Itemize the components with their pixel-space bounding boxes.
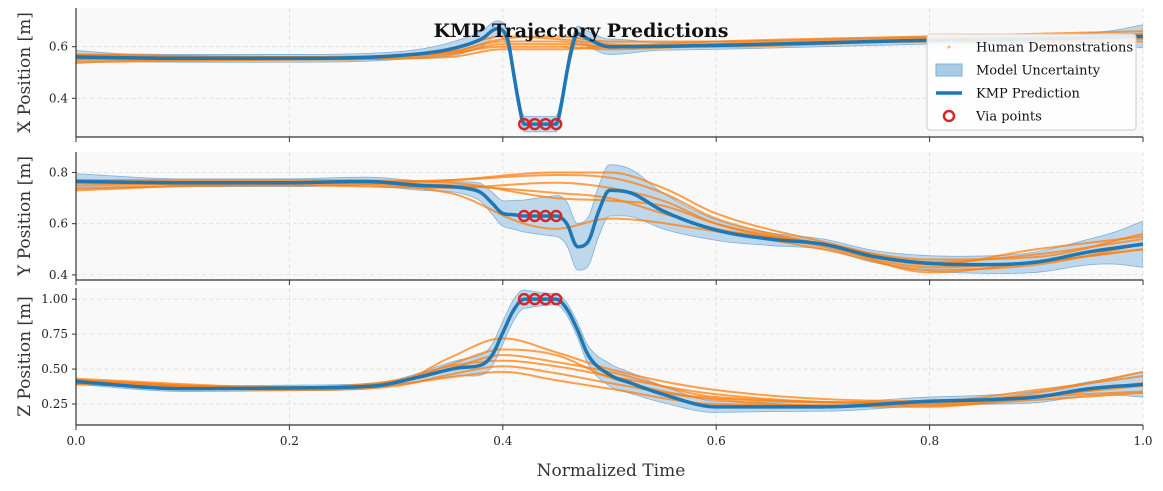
y-tick-label-z: 0.25	[41, 397, 68, 411]
y-tick-label-y: 0.6	[49, 217, 68, 231]
legend-label: Human Demonstrations	[976, 41, 1133, 56]
x-tick-label: 0.0	[66, 434, 85, 448]
y-tick-label-y: 0.8	[49, 165, 68, 179]
via-point-y-3	[549, 209, 563, 223]
y-axis-label-y: Y Position [m]	[15, 156, 35, 277]
demo-line-y-5	[76, 171, 1143, 264]
subplot-z: 0.25 0.50 0.75 1.00 0.0 0.2 0.4 0.6 0.8 1.0 Z Posi…	[15, 288, 1153, 448]
prediction-line-z	[76, 297, 1143, 409]
y-tick-label-x: 0.6	[49, 40, 68, 54]
y-tick-label-z: 0.75	[41, 327, 68, 341]
legend-label: KMP Prediction	[976, 87, 1081, 102]
y-tick-label-y: 0.4	[49, 268, 68, 282]
legend-box	[926, 33, 1137, 131]
demo-line-y-3	[76, 179, 1143, 261]
legend-dot-marker	[947, 45, 951, 49]
x-tick-label: 0.8	[920, 434, 939, 448]
via-point-x-3	[549, 117, 563, 131]
x-tick-label: 0.4	[493, 434, 512, 448]
x-tick-label: 1.0	[1133, 434, 1152, 448]
prediction-line-y	[76, 179, 1143, 267]
y-tick-label-z: 1.00	[41, 292, 68, 306]
x-tick-label: 0.6	[707, 434, 726, 448]
series-group-y	[76, 164, 1143, 274]
legend: Human Demonstrations Model Uncertainty KMP…	[926, 33, 1137, 131]
subplot-y: 0.4 0.6 0.8 Y Position [m]	[15, 152, 1144, 285]
y-axis-label-x: X Position [m]	[15, 12, 35, 133]
y-tick-label-x: 0.4	[49, 91, 68, 105]
y-axis-label-z: Z Position [m]	[15, 296, 35, 417]
via-point-z-3	[549, 292, 563, 306]
x-axis-label: Normalized Time	[537, 461, 686, 481]
legend-patch-marker	[935, 63, 963, 77]
y-tick-label-z: 0.50	[41, 362, 68, 376]
legend-label: Via points	[975, 110, 1042, 125]
chart-title: KMP Trajectory Predictions	[434, 20, 729, 42]
legend-label: Model Uncertainty	[976, 64, 1101, 79]
legend-circle-marker	[942, 109, 956, 123]
series-group-z	[76, 289, 1143, 413]
x-tick-label: 0.2	[280, 434, 299, 448]
